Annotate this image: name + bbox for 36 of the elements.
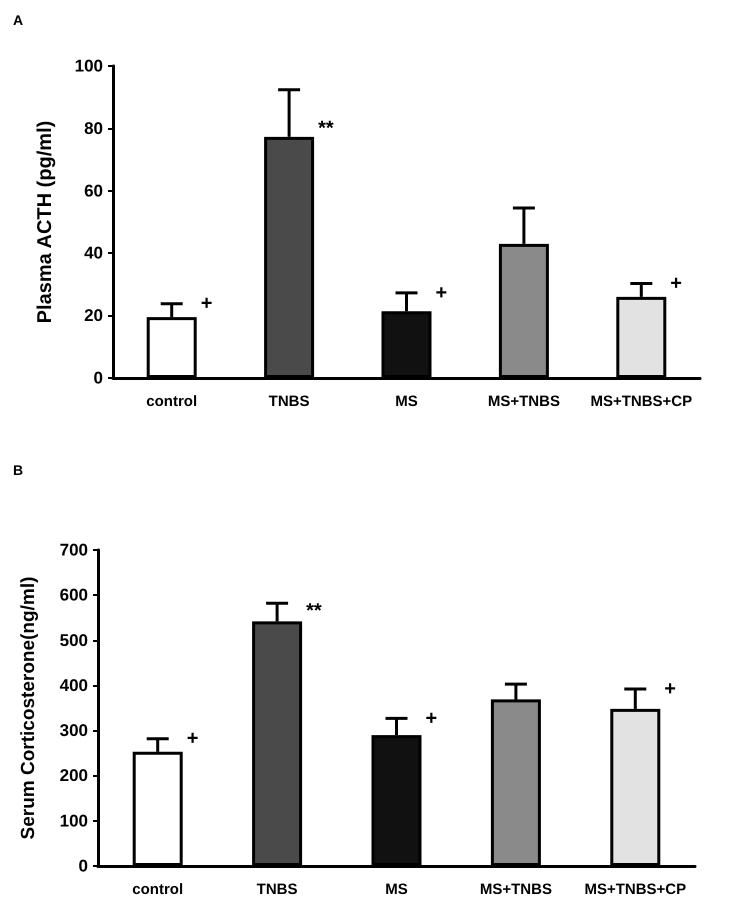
x-tick-label: TNBS — [256, 881, 298, 898]
y-tick-label: 60 — [84, 181, 103, 200]
x-tick-label: control — [146, 393, 198, 410]
y-tick-label: 100 — [74, 56, 103, 76]
annotation: + — [426, 707, 438, 730]
annotation: + — [200, 292, 212, 315]
y-tick-label: 400 — [60, 676, 88, 695]
annotation: + — [670, 272, 682, 294]
y-tick-label: 20 — [84, 306, 103, 326]
y-tick-label: 0 — [78, 856, 88, 876]
y-tick-label: 80 — [84, 118, 103, 138]
chart-title: B — [13, 462, 24, 478]
y-tick-label: 40 — [84, 244, 103, 263]
x-tick-label: MS — [385, 881, 408, 898]
annotation: ** — [306, 600, 322, 622]
y-tick-label: 700 — [60, 540, 88, 560]
x-tick-label: TNBS — [268, 393, 310, 410]
y-tick-label: 200 — [60, 766, 88, 786]
annotation: + — [664, 678, 676, 700]
annotation: + — [186, 728, 198, 750]
x-tick-label: MS — [395, 393, 418, 410]
annotation: + — [436, 282, 448, 304]
annotation: ** — [318, 117, 334, 140]
y-axis-title: Serum Corticosterone(ng/ml) — [18, 576, 39, 840]
x-tick-label: MS+TNBS — [480, 881, 552, 898]
y-tick-label: 100 — [60, 811, 88, 830]
x-tick-label: control — [132, 881, 184, 898]
x-tick-label: MS+TNBS — [488, 393, 560, 410]
x-tick-label: MS+TNBS+CP — [584, 881, 686, 898]
y-tick-label: 600 — [60, 586, 88, 605]
chart-title: A — [13, 12, 24, 28]
y-tick-label: 300 — [60, 721, 88, 740]
x-tick-label: MS+TNBS+CP — [590, 393, 692, 410]
y-axis-title: Plasma ACTH (pg/ml) — [34, 120, 56, 324]
y-tick-label: 500 — [60, 630, 88, 650]
y-tick-label: 0 — [94, 368, 103, 388]
